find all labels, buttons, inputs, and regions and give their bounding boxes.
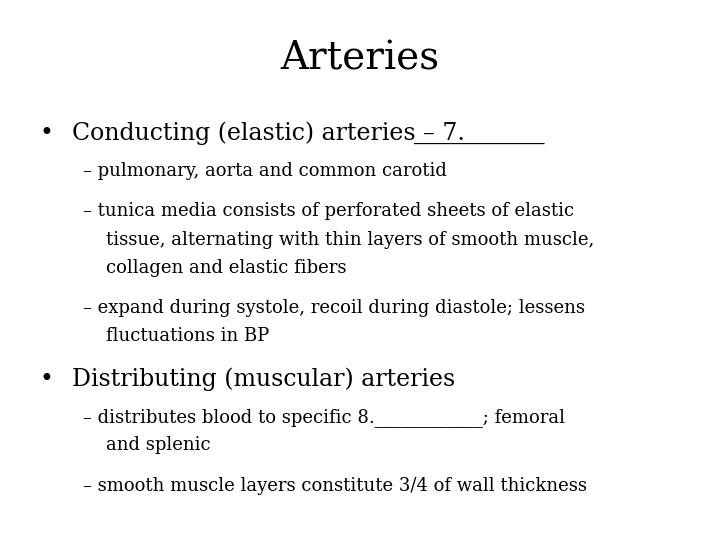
Text: Arteries: Arteries (280, 40, 440, 78)
Text: – tunica media consists of perforated sheets of elastic: – tunica media consists of perforated sh… (83, 202, 574, 220)
Text: – pulmonary, aorta and common carotid: – pulmonary, aorta and common carotid (83, 162, 446, 180)
Text: collagen and elastic fibers: collagen and elastic fibers (83, 259, 346, 276)
Text: and splenic: and splenic (83, 436, 210, 454)
Text: Conducting (elastic) arteries – 7.: Conducting (elastic) arteries – 7. (72, 122, 465, 145)
Text: Distributing (muscular) arteries: Distributing (muscular) arteries (72, 368, 455, 392)
Text: ___________: ___________ (414, 122, 544, 145)
Text: – expand during systole, recoil during diastole; lessens: – expand during systole, recoil during d… (83, 299, 585, 317)
Text: •: • (40, 368, 53, 391)
Text: fluctuations in BP: fluctuations in BP (83, 327, 269, 345)
Text: – distributes blood to specific 8.____________; femoral: – distributes blood to specific 8.______… (83, 408, 564, 427)
Text: •: • (40, 122, 53, 145)
Text: tissue, alternating with thin layers of smooth muscle,: tissue, alternating with thin layers of … (83, 231, 594, 248)
Text: – smooth muscle layers constitute 3/4 of wall thickness: – smooth muscle layers constitute 3/4 of… (83, 477, 587, 495)
